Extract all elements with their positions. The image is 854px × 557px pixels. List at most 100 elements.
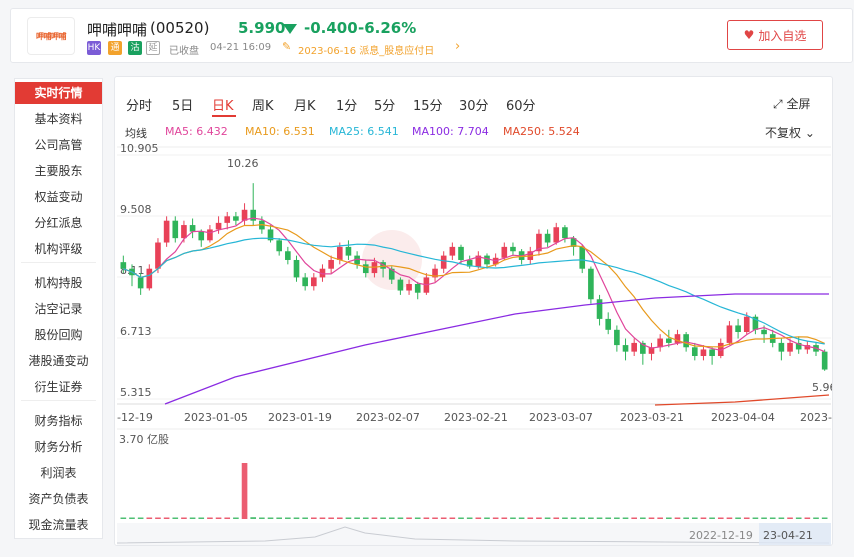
ma-legend-item[interactable]: 均线 [125, 127, 147, 140]
tab-1[interactable]: 分时 [126, 99, 153, 114]
ma250-line [654, 394, 830, 406]
candle-body [155, 242, 161, 269]
watermark-logo [362, 230, 422, 290]
tab-4[interactable]: 周K [252, 99, 274, 114]
candle-body [588, 268, 594, 300]
adjust-select[interactable]: 不复权 ⌄ [765, 124, 815, 141]
tab-8[interactable]: 15分 [413, 99, 443, 114]
sidebar-item-15[interactable]: 利润表 [40, 466, 77, 480]
tab-2[interactable]: 5日 [172, 99, 194, 114]
volume-bar [155, 517, 161, 519]
ma-legend-item: MA250: 5.524 [503, 125, 580, 138]
sidebar-item-9[interactable]: 沽空记录 [34, 302, 83, 316]
volume-bar [336, 517, 343, 519]
volume-bar [181, 517, 187, 519]
range-navigator [117, 523, 831, 545]
chevron-right-icon[interactable]: › [455, 39, 461, 54]
add-to-watchlist-button[interactable]: ♥ 加入自选 [727, 20, 823, 50]
volume-bar [709, 517, 715, 519]
sidebar-item-17[interactable]: 现金流量表 [28, 518, 89, 532]
volume-bar [726, 517, 733, 519]
tab-5[interactable]: 月K [294, 99, 316, 114]
stock-name: 呷哺呷哺 [87, 21, 148, 39]
volume-bar [311, 517, 317, 519]
volume-bar [761, 517, 767, 519]
sidebar-item-16[interactable]: 资产负债表 [28, 492, 89, 506]
x-tick-label: 2023-03-21 [620, 411, 684, 424]
volume-bar [570, 517, 577, 519]
add-to-watchlist-label: 加入自选 [758, 28, 807, 43]
volume-bar [146, 517, 153, 519]
candle-body [302, 277, 308, 287]
dividend-notice-link[interactable]: 2023-06-16 派息_股息应付日 [298, 46, 435, 57]
sidebar-item-2[interactable]: 基本资料 [34, 112, 83, 126]
sidebar-item-3[interactable]: 公司高管 [34, 138, 83, 152]
volume-bar [267, 517, 274, 519]
candle-body [163, 220, 170, 243]
sidebar-item-4[interactable]: 主要股东 [34, 164, 83, 178]
low-annotation: 5.96 [812, 381, 833, 394]
candle-body [397, 279, 404, 291]
ma-legend-item: MA100: 7.704 [412, 125, 489, 138]
candle-body [207, 229, 213, 241]
candle-body [466, 259, 473, 267]
delayed-quote-badge: 延 [146, 41, 160, 55]
ma-legend-item: MA25: 6.541 [329, 125, 399, 138]
candle-body [614, 329, 620, 346]
sidebar-item-8[interactable]: 机构持股 [34, 276, 83, 290]
sidebar-item-13[interactable]: 财务指标 [34, 414, 83, 428]
volume-bar [674, 517, 681, 519]
volume-bar [259, 517, 265, 519]
volume-bar [449, 517, 456, 519]
candle-body [631, 342, 637, 352]
volume-bar [518, 517, 525, 519]
tab-7[interactable]: 5分 [374, 99, 396, 114]
candle-body [804, 345, 811, 350]
candle-body [622, 345, 629, 352]
ma25-line [123, 237, 825, 345]
candle-body [406, 283, 412, 291]
volume-bar [700, 517, 707, 519]
volume-bar [207, 517, 213, 519]
candle-body [328, 259, 334, 269]
fullscreen-button[interactable]: ⤢ 全屏 [773, 95, 810, 112]
tab-3[interactable]: 日K [212, 99, 234, 114]
candle-body [787, 342, 793, 352]
volume-bar [605, 517, 612, 519]
active-tab-underline [212, 115, 236, 117]
volume-bar [821, 517, 828, 519]
sidebar-item-5[interactable]: 权益变动 [34, 190, 83, 204]
sidebar-item-12[interactable]: 衍生证券 [34, 380, 83, 394]
candle-body [215, 222, 222, 230]
volume-bar [588, 517, 594, 519]
sidebar-item-10[interactable]: 股份回购 [34, 328, 83, 342]
sidebar-item-7[interactable]: 机构评级 [34, 242, 83, 256]
x-tick-label: 2023-0 [800, 411, 833, 424]
sidebar-item-11[interactable]: 港股通变动 [28, 354, 89, 368]
navigator-window [759, 523, 831, 545]
x-tick-label: 2023-02-07 [356, 411, 420, 424]
volume-bar [233, 517, 239, 519]
ma-legend-item: MA5: 6.432 [165, 125, 228, 138]
volume-bar [778, 517, 785, 519]
volume-bar [743, 517, 750, 519]
tab-6[interactable]: 1分 [336, 99, 358, 114]
fullscreen-label: 全屏 [786, 97, 811, 111]
candle-body [536, 233, 542, 252]
candle-body [570, 238, 577, 247]
volume-bar [345, 517, 352, 519]
candle-body [691, 347, 698, 357]
sidebar-divider [21, 262, 96, 263]
volume-bar [536, 517, 542, 519]
tab-9[interactable]: 30分 [459, 99, 489, 114]
ma-legend-item: MA10: 6.531 [245, 125, 315, 138]
volume-bar [544, 517, 551, 519]
kline-chart[interactable]: 10.9059.5088.116.7135.31510.265.96-12-19… [115, 77, 833, 546]
sidebar-item-14[interactable]: 财务分析 [34, 440, 83, 454]
tab-10[interactable]: 60分 [506, 99, 536, 114]
sidebar-item-1[interactable]: 实时行情 [15, 82, 102, 104]
candle-body [198, 231, 205, 241]
sidebar-item-6[interactable]: 分红派息 [34, 216, 83, 230]
volume-bar [241, 463, 248, 519]
volume-bar [198, 517, 205, 519]
